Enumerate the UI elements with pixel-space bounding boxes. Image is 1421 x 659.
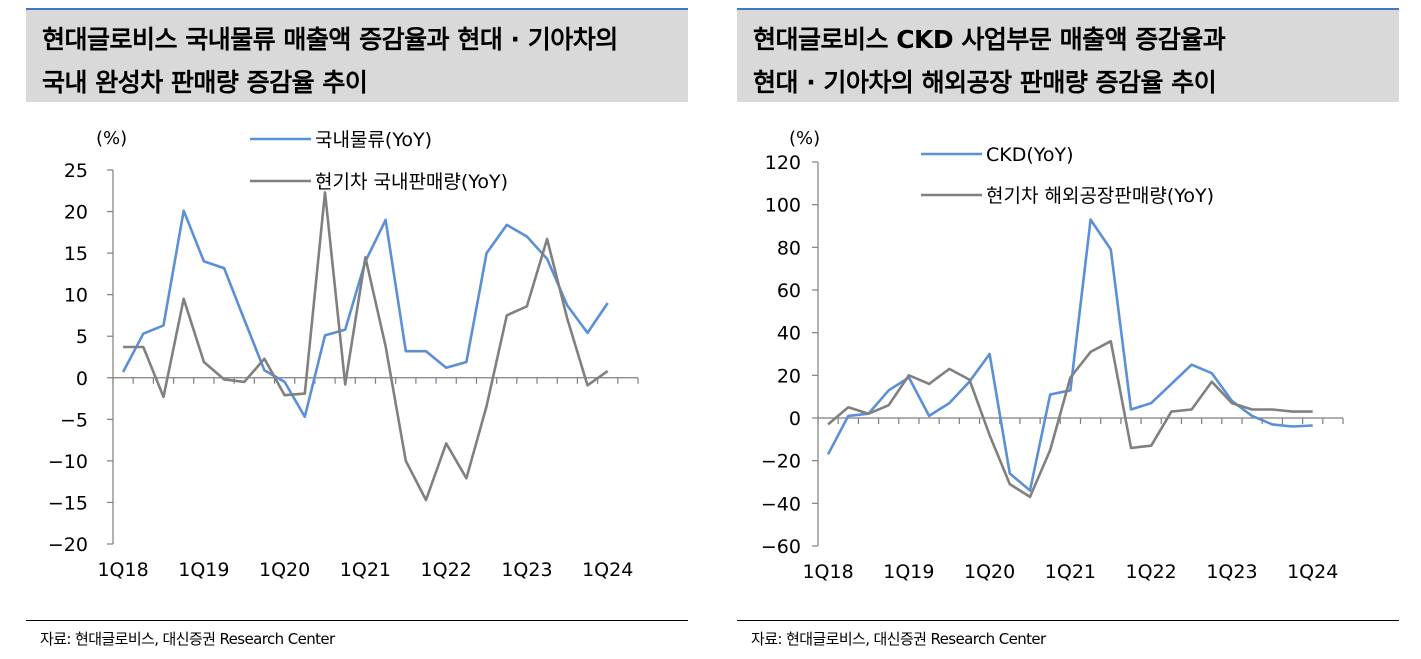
- legend-label-1: 국내물류(YoY): [315, 129, 432, 151]
- y-tick-label: 20: [64, 202, 88, 224]
- y-tick-label: −20: [761, 451, 801, 473]
- x-tick-label: 1Q23: [1206, 561, 1257, 583]
- x-tick-label: 1Q24: [582, 559, 633, 581]
- chart-title-line2: 국내 완성차 판매량 증감율 추이: [42, 68, 368, 97]
- source-note: 자료: 현대글로비스, 대신증권 Research Center: [40, 630, 335, 648]
- y-tick-label: 120: [765, 152, 801, 174]
- series-line-1: [826, 218, 1313, 492]
- x-tick-label: 1Q22: [421, 559, 472, 581]
- legend-label-2: 현기차 국내판매량(YoY): [315, 171, 508, 193]
- x-tick-label: 1Q21: [1045, 561, 1096, 583]
- y-tick-label: 0: [76, 368, 88, 390]
- legend-label-2: 현기차 해외공장판매량(YoY): [986, 185, 1214, 207]
- series-line-2: [123, 191, 609, 502]
- y-tick-label: 0: [789, 408, 801, 430]
- y-tick-label: −40: [761, 493, 801, 515]
- y-tick-label: 40: [777, 323, 801, 345]
- y-tick-label: −5: [60, 409, 88, 431]
- chart-title-box: 현대글로비스 CKD 사업부문 매출액 증감율과 현대 · 기아차의 해외공장 …: [737, 10, 1399, 102]
- x-tick-label: 1Q19: [883, 561, 934, 583]
- chart-title-line1: 현대글로비스 CKD 사업부문 매출액 증감율과: [753, 25, 1226, 54]
- source-note: 자료: 현대글로비스, 대신증권 Research Center: [751, 630, 1046, 648]
- header-rule: [737, 8, 1399, 10]
- x-tick-label: 1Q24: [1287, 561, 1338, 583]
- chart-title-line1: 현대글로비스 국내물류 매출액 증감율과 현대 · 기아차의: [42, 25, 618, 54]
- x-tick-label: 1Q20: [259, 559, 310, 581]
- y-tick-label: −60: [761, 536, 801, 558]
- series-line-2: [827, 339, 1313, 499]
- right-panel: 현대글로비스 CKD 사업부문 매출액 증감율과 현대 · 기아차의 해외공장 …: [737, 0, 1399, 659]
- source-rule: [26, 620, 688, 621]
- y-unit-label: (%): [789, 128, 820, 149]
- y-tick-label: −10: [48, 451, 88, 473]
- y-tick-label: 10: [64, 285, 88, 307]
- left-panel: 현대글로비스 국내물류 매출액 증감율과 현대 · 기아차의 국내 완성차 판매…: [26, 0, 688, 659]
- y-tick-label: −20: [48, 534, 88, 556]
- x-tick-label: 1Q19: [178, 559, 229, 581]
- y-tick-label: 5: [76, 326, 88, 348]
- x-tick-label: 1Q18: [802, 561, 853, 583]
- legend-label-1: CKD(YoY): [986, 144, 1074, 166]
- x-tick-label: 1Q20: [964, 561, 1015, 583]
- domestic-logistics-chart: (%) 25 20 15 10 5 0 −5 −10 −15 −20 1Q18 1Q19 1Q20 1Q21…: [48, 128, 639, 581]
- chart-title-line2: 현대 · 기아차의 해외공장 판매량 증감율 추이: [753, 68, 1217, 97]
- y-tick-label: 25: [64, 160, 88, 182]
- source-rule: [737, 620, 1399, 621]
- x-tick-label: 1Q18: [97, 559, 148, 581]
- series-line-1: [121, 209, 609, 419]
- y-tick-label: 15: [64, 243, 88, 265]
- header-rule: [26, 8, 688, 10]
- y-unit-label: (%): [96, 128, 127, 149]
- y-tick-label: 20: [777, 365, 801, 387]
- x-tick-label: 1Q23: [501, 559, 552, 581]
- chart-title-box: 현대글로비스 국내물류 매출액 증감율과 현대 · 기아차의 국내 완성차 판매…: [26, 10, 688, 102]
- y-tick-label: 80: [777, 237, 801, 259]
- y-tick-label: 60: [777, 280, 801, 302]
- x-tick-label: 1Q21: [340, 559, 391, 581]
- y-tick-label: −15: [48, 492, 88, 514]
- y-tick-label: 100: [765, 195, 801, 217]
- x-tick-label: 1Q22: [1126, 561, 1177, 583]
